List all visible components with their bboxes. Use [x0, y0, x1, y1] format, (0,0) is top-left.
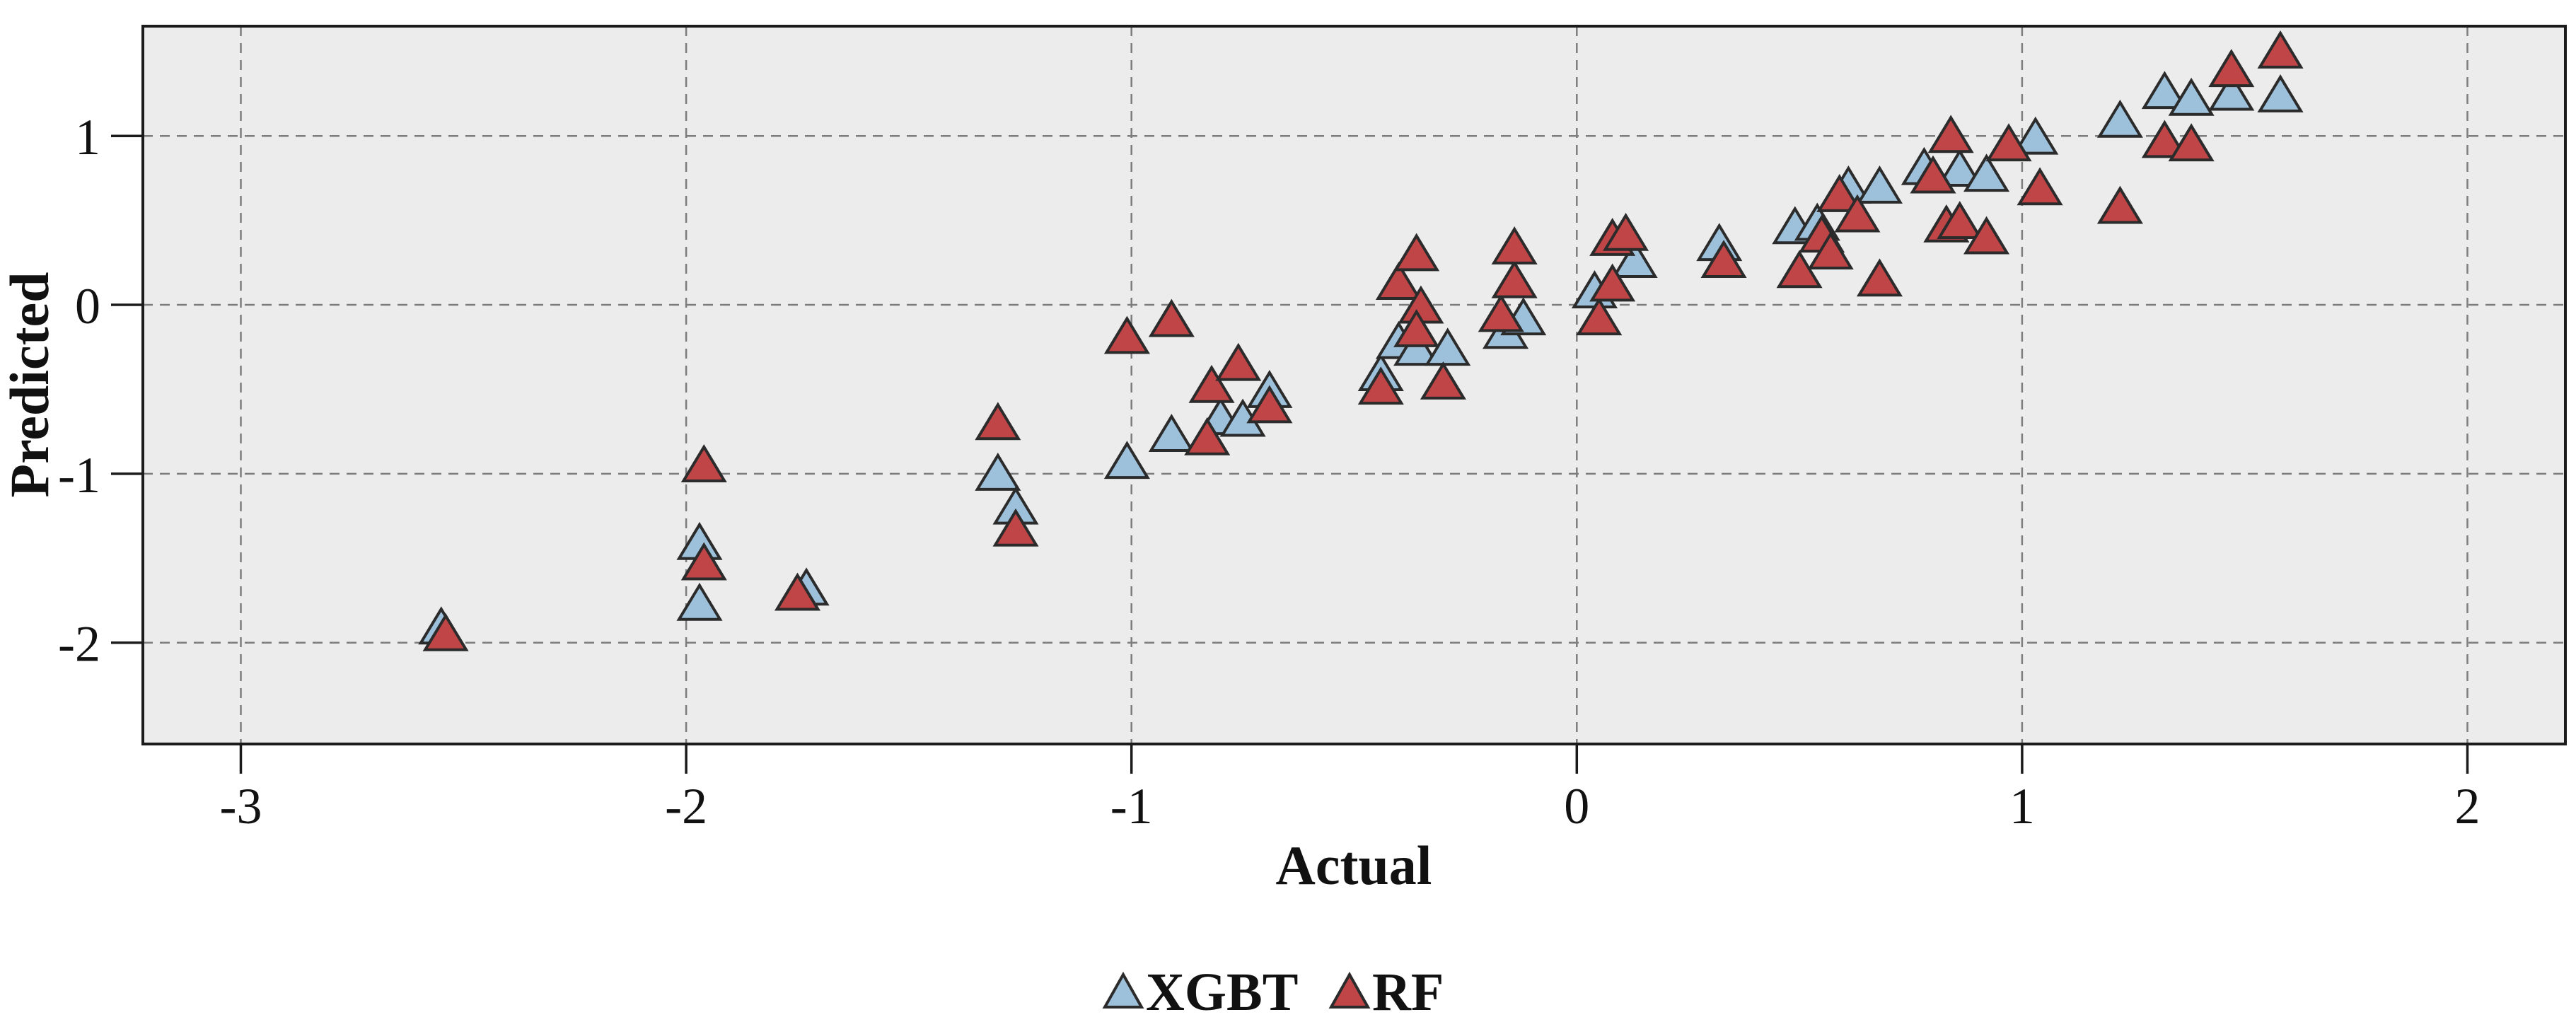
x-axis-title: Actual: [1276, 835, 1432, 896]
rf-marker: [2096, 185, 2143, 224]
rf-marker: [2257, 30, 2304, 69]
series-rf: [422, 30, 2304, 651]
xgbt-marker: [2012, 116, 2059, 155]
rf-marker: [1816, 173, 1863, 212]
rf-marker: [1375, 262, 1422, 301]
rf-marker: [1927, 115, 1974, 153]
y-tick-label-1: 1: [75, 109, 100, 165]
plot-panel-background: [143, 26, 2565, 744]
xgbt-marker: [1425, 327, 1471, 366]
rf-marker: [1478, 294, 1524, 332]
rf-marker: [1393, 233, 1440, 272]
rf-marker: [1491, 226, 1538, 265]
x-tick-label-2: 2: [2454, 778, 2480, 835]
rf-marker: [1776, 250, 1823, 289]
xgbt-marker: [1103, 441, 1150, 480]
rf-marker: [1603, 212, 1649, 251]
rf-marker: [1420, 361, 1466, 400]
xgbt-marker: [1856, 165, 1903, 204]
rf-marker: [1148, 298, 1195, 337]
rf-marker: [680, 542, 727, 581]
xgbt-marker: [1393, 327, 1440, 366]
xgbt-marker: [2096, 99, 2143, 138]
xgbt-marker: [2168, 77, 2215, 116]
rf-marker: [422, 612, 469, 651]
x-tick-label--1: -1: [1110, 778, 1153, 835]
legend-rf-label: RF: [1372, 963, 1444, 1017]
rf-marker: [1357, 366, 1404, 405]
legend-rf-marker-icon: [1328, 971, 1371, 1009]
y-tick-label--1: -1: [58, 447, 100, 504]
xgbt-marker: [676, 582, 723, 621]
rf-marker: [1589, 263, 1636, 302]
rf-marker: [1246, 385, 1293, 424]
xgbt-marker: [2208, 72, 2255, 111]
xgbt-marker: [2141, 71, 2188, 110]
rf-marker: [1985, 123, 2032, 162]
rf-marker: [2017, 167, 2063, 206]
rf-marker: [992, 508, 1039, 547]
rf-marker: [1937, 201, 1983, 240]
rf-marker: [975, 402, 1021, 441]
rf-marker: [1807, 231, 1854, 270]
x-tick-label-0: 0: [1564, 778, 1589, 835]
xgbt-marker: [2257, 74, 2304, 112]
rf-marker: [1910, 155, 1956, 194]
rf-marker: [1184, 417, 1231, 455]
xgbt-marker: [1963, 153, 2010, 192]
x-tick-label-1: 1: [2009, 778, 2035, 835]
legend-xgbt-marker-icon: [1102, 971, 1144, 1009]
rf-marker: [774, 572, 821, 611]
plot-border: [141, 25, 2567, 745]
rf-marker: [1491, 260, 1538, 298]
rf-marker: [1188, 364, 1235, 403]
rf-marker: [2141, 120, 2188, 158]
y-tick-label-0: 0: [75, 278, 100, 335]
rf-marker: [1856, 258, 1903, 297]
rf-marker: [2168, 123, 2215, 162]
rf-marker: [1963, 216, 2010, 255]
legend-xgbt-label: XGBT: [1146, 963, 1298, 1017]
rf-marker: [1576, 297, 1623, 336]
y-axis-title: Predicted: [0, 272, 60, 497]
plot-area: -3 -2 -1 0 1 2 1 0 -1 -2: [58, 25, 2567, 835]
rf-marker: [1393, 309, 1440, 347]
rf-marker: [1215, 342, 1262, 381]
x-tick-label--2: -2: [665, 778, 707, 835]
xgbt-marker: [1148, 414, 1195, 452]
rf-marker: [680, 444, 727, 482]
legend: XGBT RF: [1102, 963, 1444, 1017]
rf-marker: [1834, 194, 1881, 233]
rf-marker: [2208, 49, 2255, 88]
xgbt-marker: [1611, 240, 1658, 278]
x-tick-label--3: -3: [220, 778, 262, 835]
rf-marker: [1103, 315, 1150, 354]
y-tick-label--2: -2: [58, 616, 100, 673]
rf-marker: [1700, 240, 1747, 278]
xgbt-marker: [975, 453, 1021, 491]
xgbt-marker: [1937, 149, 1983, 187]
